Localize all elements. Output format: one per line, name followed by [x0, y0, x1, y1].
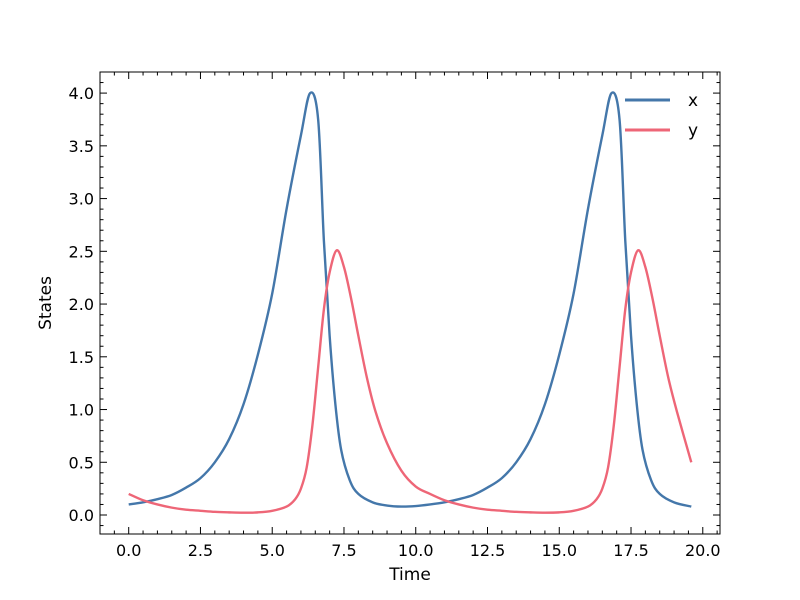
x-tick-label: 2.5 [188, 541, 213, 560]
legend-label-y: y [688, 121, 698, 141]
y-tick-label: 1.0 [69, 401, 94, 420]
x-tick-label: 5.0 [259, 541, 284, 560]
y-axis-label: States [36, 276, 56, 330]
y-tick-label: 4.0 [69, 84, 94, 103]
x-tick-label: 10.0 [398, 541, 434, 560]
x-tick-label: 20.0 [685, 541, 721, 560]
series-line-y [128, 249, 693, 514]
y-tick-label: 0.0 [69, 506, 94, 525]
x-tick-label: 17.5 [613, 541, 649, 560]
x-tick-label: 15.0 [541, 541, 577, 560]
y-tick-label: 0.5 [69, 453, 94, 472]
legend-label-x: x [688, 91, 698, 111]
legend: x y [625, 91, 698, 141]
series-lines [128, 91, 693, 514]
series-line-x [128, 91, 692, 508]
y-tick-label: 1.5 [69, 348, 94, 367]
plot-frame [99, 71, 721, 535]
x-tick-label: 12.5 [470, 541, 506, 560]
ticks: 0.0 2.5 5.0 7.5 10.0 12.5 15.0 17.5 20.0 0.0 0.5 1.… [69, 71, 721, 560]
y-tick-label: 2.0 [69, 295, 94, 314]
y-tick-label: 3.0 [69, 190, 94, 209]
x-axis-label: Time [388, 565, 431, 585]
y-tick-label: 2.5 [69, 242, 94, 261]
x-tick-label: 0.0 [116, 541, 141, 560]
x-tick-label: 7.5 [331, 541, 356, 560]
y-tick-label: 3.5 [69, 137, 94, 156]
